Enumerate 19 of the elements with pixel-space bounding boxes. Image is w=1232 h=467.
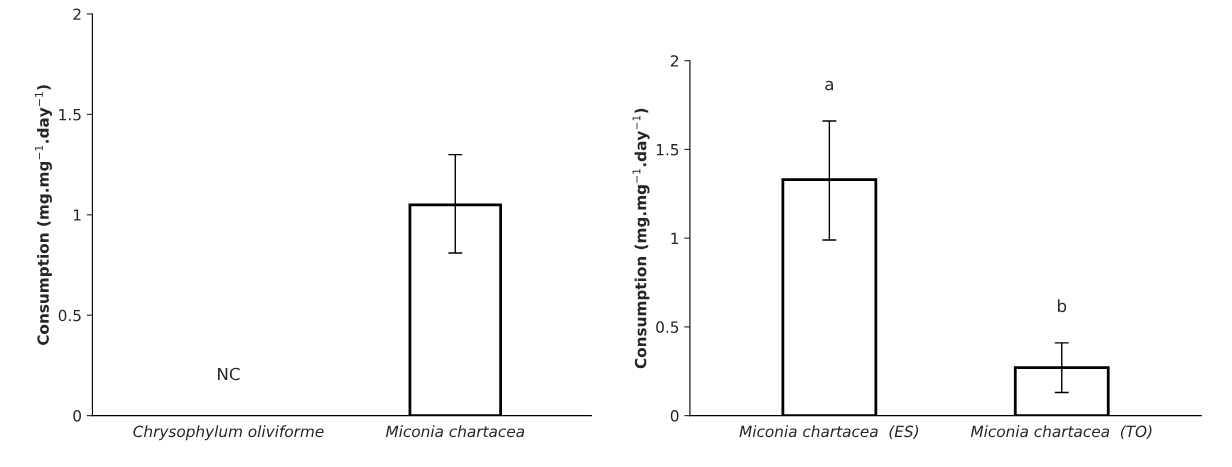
y-tick-label: 0 — [73, 410, 81, 422]
y-tick-label: 2 — [670, 55, 678, 67]
y-tick-label: 1.5 — [59, 109, 81, 121]
annotation: NC — [218, 367, 240, 381]
x-tick-label: Miconia chartacea — [385, 425, 525, 438]
y-tick-label: 1 — [671, 232, 679, 244]
x-tick-label: Miconia chartacea (ES) — [739, 425, 919, 439]
y-tick-label: 1.5 — [656, 144, 679, 156]
y-tick-label: 0 — [670, 410, 679, 422]
annotation: b — [1057, 299, 1067, 313]
annotation: a — [825, 80, 833, 91]
x-tick-label: Chrysophylum oliviforme — [133, 425, 324, 441]
y-tick-label: 1 — [73, 209, 81, 221]
y-tick-label: 0.5 — [656, 321, 679, 333]
y-axis-title: Consumption (mg.mg$^{−1}$.day$^{−1}$) — [35, 85, 52, 345]
y-tick-label: 2 — [73, 8, 81, 20]
y-axis-title: Consumption (mg.mg$^{−1}$.day$^{−1}$) — [632, 108, 650, 369]
x-tick-label: Miconia chartacea (TO) — [970, 425, 1152, 439]
y-tick-label: 0.5 — [58, 309, 81, 322]
